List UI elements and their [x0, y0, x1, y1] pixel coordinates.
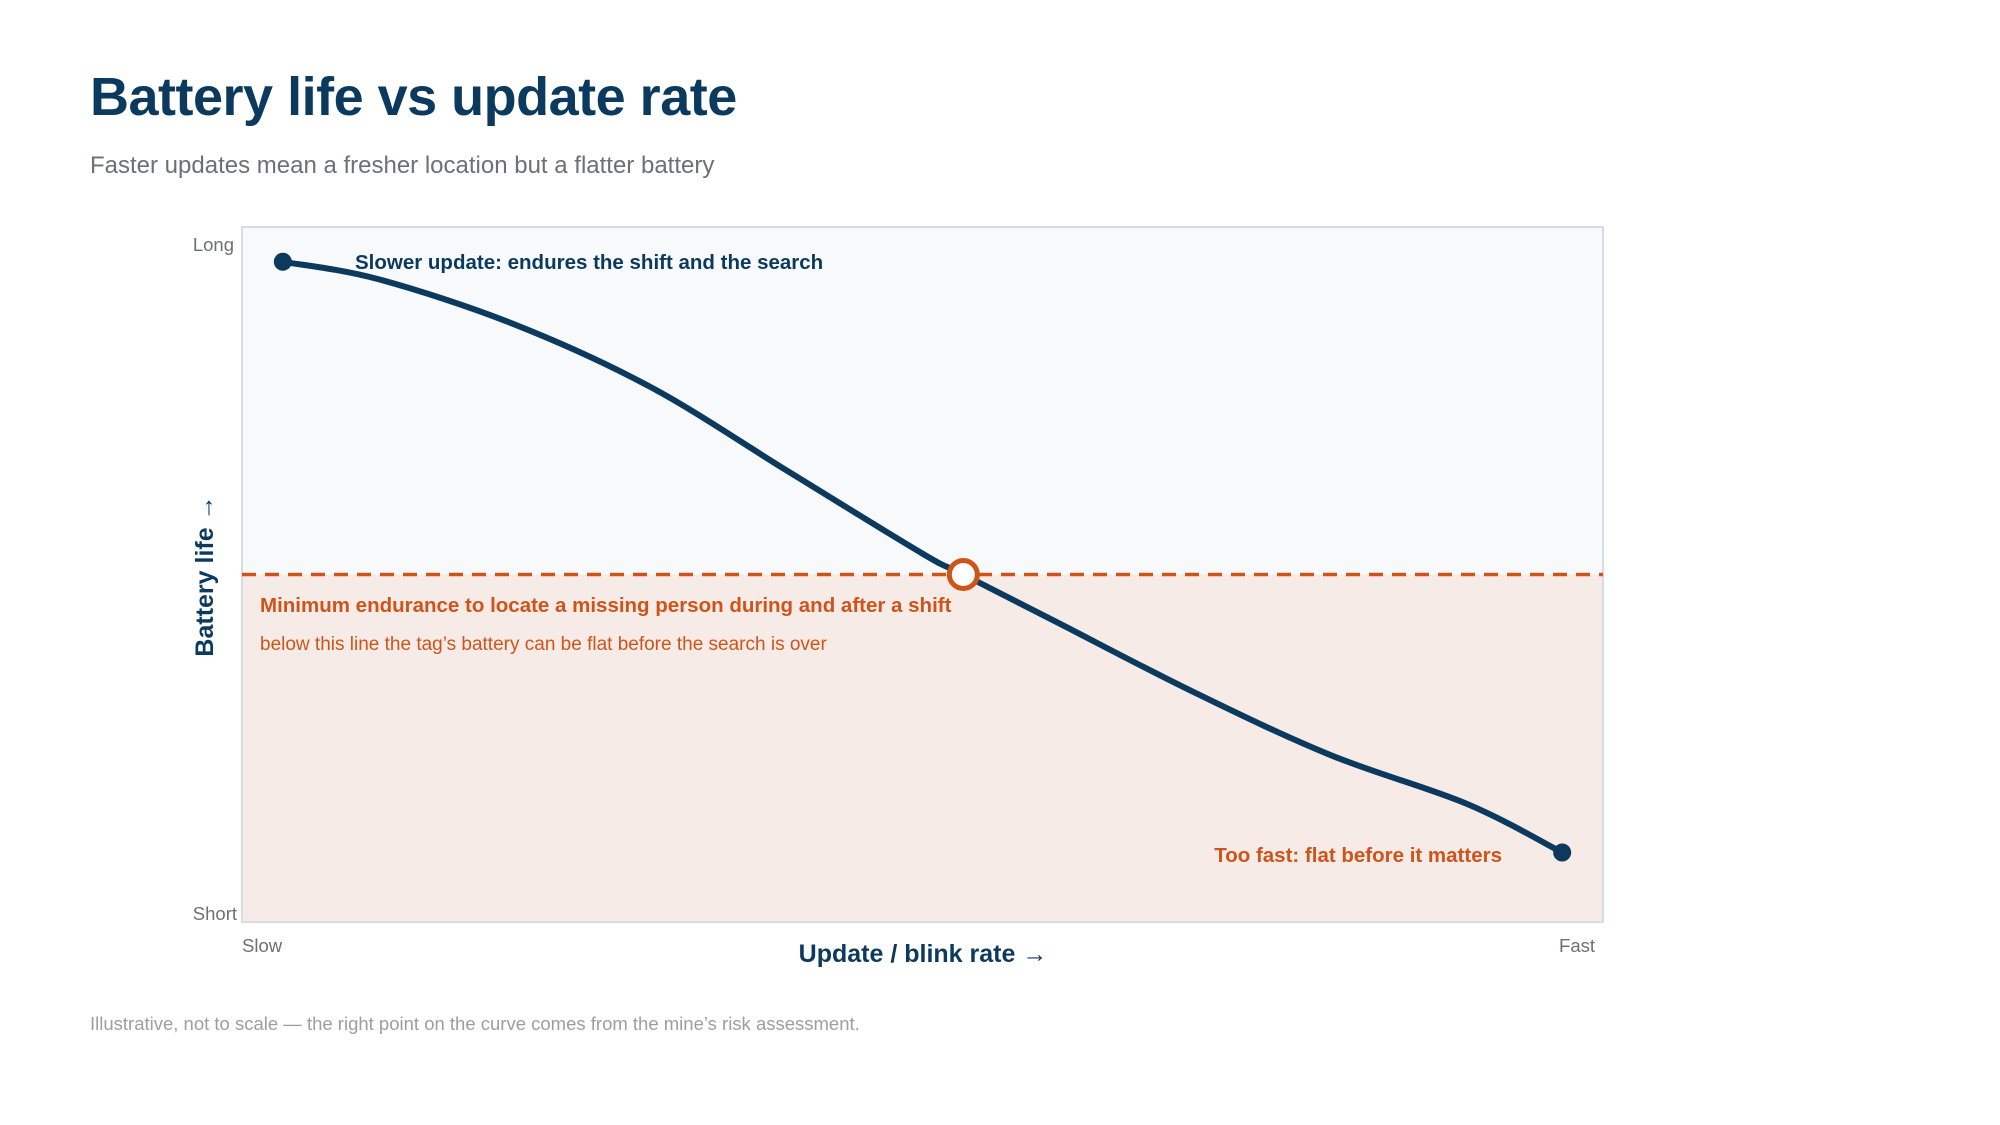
chart-subtitle: Faster updates mean a fresher location b… [90, 152, 715, 179]
y-axis-title: Battery life → [191, 495, 219, 656]
start-point [273, 252, 292, 271]
battery-curve [279, 258, 1566, 856]
y-tick-bottom: Short [193, 903, 237, 924]
risk-zone [242, 574, 1603, 922]
slow-annotation: Slower update: endures the shift and the… [355, 251, 823, 274]
threshold-sublabel: below this line the tag’s battery can be… [260, 634, 827, 655]
threshold-label: Minimum endurance to locate a missing pe… [260, 594, 952, 617]
x-axis-title: Update / blink rate → [799, 940, 1048, 968]
x-tick-right: Fast [1559, 935, 1595, 956]
end-point [1553, 843, 1572, 862]
footnote: Illustrative, not to scale — the right p… [90, 1013, 860, 1034]
x-tick-left: Slow [242, 935, 283, 956]
chart-title: Battery life vs update rate [90, 67, 737, 127]
fast-annotation: Too fast: flat before it matters [1214, 844, 1502, 867]
y-tick-top: Long [193, 234, 234, 255]
safe-zone [242, 227, 1603, 575]
crossing-point [946, 558, 980, 591]
